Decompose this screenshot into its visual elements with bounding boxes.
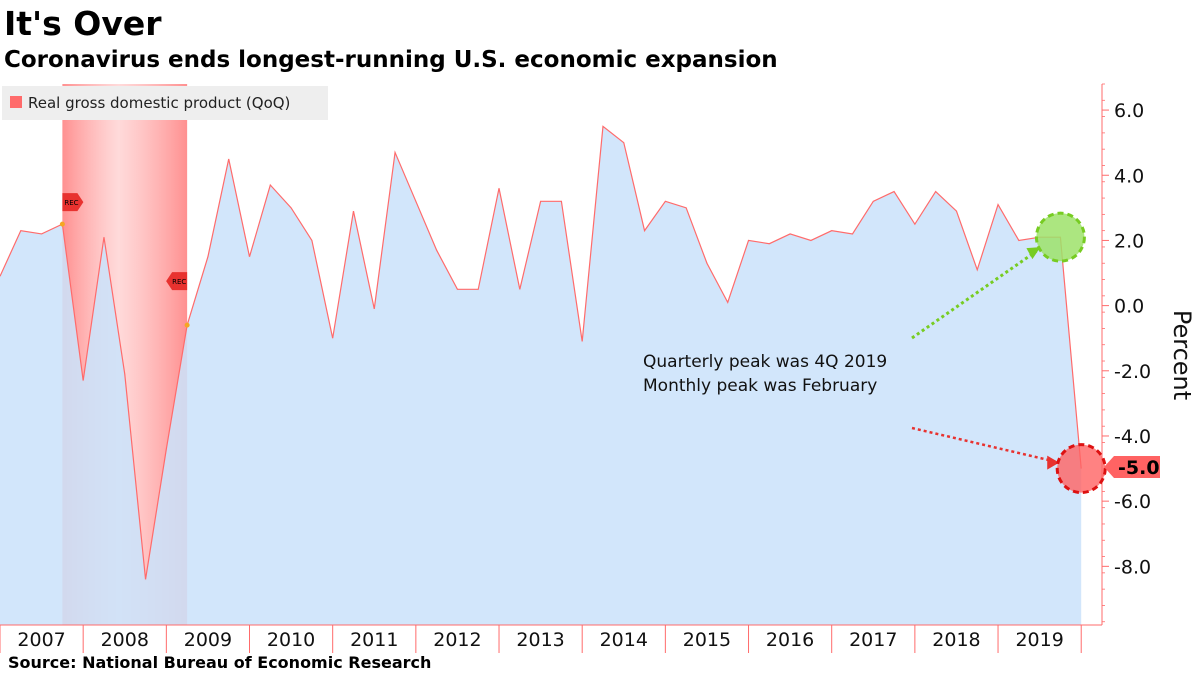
annotation: Quarterly peak was 4Q 2019 Monthly peak …: [643, 352, 887, 396]
gdp-point: [102, 236, 105, 239]
gdp-point: [40, 232, 43, 235]
gdp-point: [726, 301, 729, 304]
y-tick-label: 4.0: [1114, 165, 1144, 187]
trough-arrow: [911, 426, 1056, 463]
x-tick-label: 2019: [1015, 629, 1063, 651]
x-tick-label: 2009: [184, 629, 232, 651]
last-value-tag-shape: [1104, 456, 1160, 478]
gdp-point: [393, 151, 396, 154]
recession-end-point: [184, 322, 190, 328]
gdp-area: [0, 126, 1082, 626]
peak-marker: [1034, 211, 1086, 263]
y-tick-label: -8.0: [1114, 556, 1151, 578]
x-tick-label: 2016: [766, 629, 814, 651]
gdp-point: [227, 157, 230, 160]
legend-background: [2, 86, 328, 120]
x-tick-label: 2013: [516, 629, 564, 651]
peak-arrow: [911, 249, 1038, 340]
recession-start-flag: [62, 193, 84, 212]
gdp-point: [913, 223, 916, 226]
gdp-point: [414, 200, 417, 203]
gdp-point: [1017, 239, 1020, 242]
x-tick-label: 2017: [849, 629, 897, 651]
gdp-point: [477, 288, 480, 291]
gdp-point: [289, 206, 292, 209]
gdp-point: [622, 141, 625, 144]
y-tick-label: -4.0: [1114, 426, 1151, 448]
gdp-point: [82, 379, 85, 382]
gdp-point: [144, 578, 147, 581]
gdp-point: [352, 210, 355, 213]
peak-arrowhead: [1026, 247, 1041, 260]
gdp-point: [705, 262, 708, 265]
gdp-point: [643, 229, 646, 232]
gdp-point: [456, 288, 459, 291]
legend: Real gross domestic product (QoQ): [2, 86, 328, 120]
y-tick-label: 2.0: [1114, 230, 1144, 252]
gdp-point: [955, 210, 958, 213]
gdp-point: [768, 242, 771, 245]
gdp-point: [331, 337, 334, 340]
y-tick-label: 0.0: [1114, 296, 1144, 318]
chart-title: It's Over: [4, 4, 162, 43]
x-tick-label: 2008: [101, 629, 149, 651]
legend-swatch: [10, 96, 22, 108]
x-tick-label: 2010: [267, 629, 315, 651]
chart-subtitle: Coronavirus ends longest-running U.S. ec…: [4, 47, 778, 73]
gdp-point: [789, 232, 792, 235]
recession-end-flag: [166, 272, 188, 291]
gdp-point: [123, 372, 126, 375]
gdp-point: [206, 255, 209, 258]
x-tick-label: 2018: [932, 629, 980, 651]
legend-label: Real gross domestic product (QoQ): [28, 94, 290, 112]
annotation-line-1: Quarterly peak was 4Q 2019: [643, 352, 887, 372]
gdp-point: [539, 200, 542, 203]
last-value-tag: -5.0: [1104, 456, 1160, 479]
gdp-point: [892, 190, 895, 193]
annotation-line-2: Monthly peak was February: [643, 376, 877, 396]
gdp-point: [518, 288, 521, 291]
x-tick-label: 2011: [350, 629, 398, 651]
gdp-point: [872, 200, 875, 203]
trough-arrowhead: [1047, 455, 1060, 470]
y-axis-label: Percent: [1168, 310, 1196, 400]
gdp-point: [248, 255, 251, 258]
y-tick-label: -6.0: [1114, 491, 1151, 513]
gdp-point: [165, 447, 168, 450]
gdp-point: [435, 249, 438, 252]
trough-marker: [1055, 443, 1107, 495]
gdp-point: [851, 232, 854, 235]
gdp-point: [996, 203, 999, 206]
recession-start-label: REC: [64, 199, 78, 207]
gdp-point: [497, 187, 500, 190]
gdp-point: [830, 229, 833, 232]
recession-end-label: REC: [172, 278, 186, 286]
source-note: Source: National Bureau of Economic Rese…: [8, 653, 432, 672]
y-tick-label: -2.0: [1114, 361, 1151, 383]
x-tick-label: 2014: [600, 629, 648, 651]
last-value-label: -5.0: [1118, 457, 1160, 479]
x-tick-label: 2007: [17, 629, 65, 651]
gdp-point: [373, 307, 376, 310]
gdp-point: [664, 200, 667, 203]
gdp-point: [560, 200, 563, 203]
gdp-point: [269, 183, 272, 186]
gdp-point: [747, 239, 750, 242]
gdp-point: [601, 125, 604, 128]
x-tick-label: 2015: [683, 629, 731, 651]
gdp-point: [310, 239, 313, 242]
x-tick-label: 2012: [433, 629, 481, 651]
gdp-point: [19, 229, 22, 232]
recession-start-point: [59, 221, 65, 227]
gdp-line: [0, 125, 1082, 580]
gdp-point: [685, 206, 688, 209]
gdp-point: [976, 268, 979, 271]
gdp-point: [581, 340, 584, 343]
y-tick-label: 6.0: [1114, 100, 1144, 122]
gdp-point: [934, 190, 937, 193]
gdp-point: [809, 239, 812, 242]
